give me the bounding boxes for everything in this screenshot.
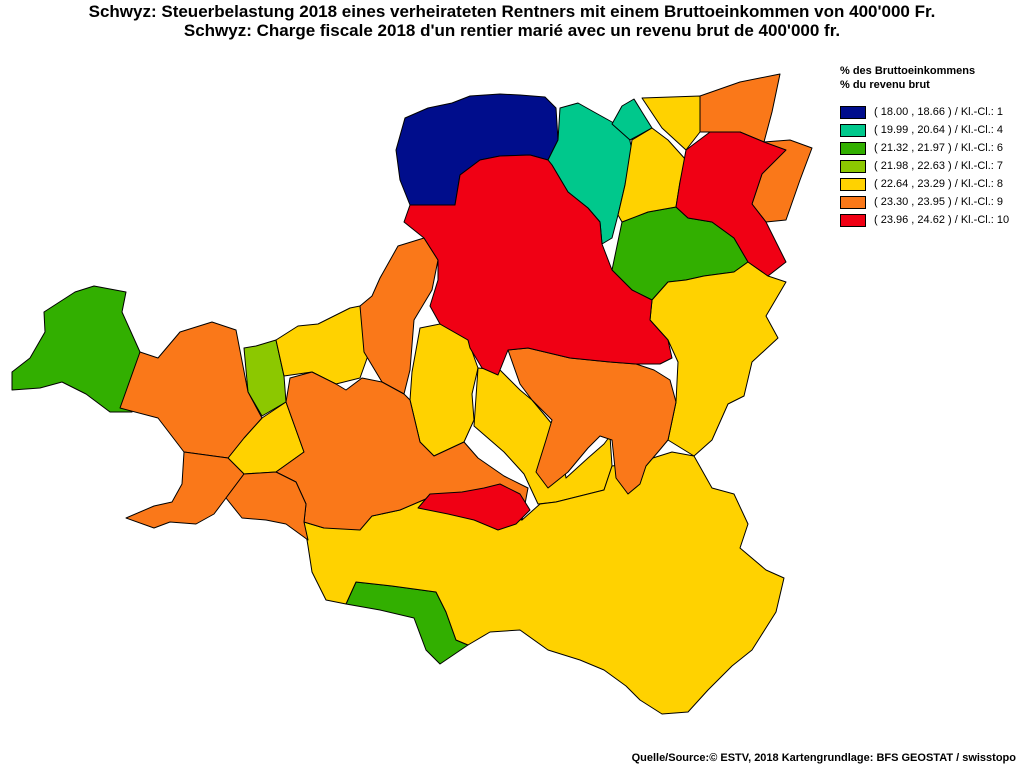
municipality-region [641,95,701,151]
municipality-region [649,261,787,457]
legend-heading-german: % des Bruttoeinkommens [840,65,976,77]
legend-item: ( 22.64 , 23.29 ) / Kl.-Cl.: 8 [840,178,1024,192]
legend-item: ( 21.98 , 22.63 ) / Kl.-Cl.: 7 [840,160,1024,174]
legend-label: ( 22.64 , 23.29 ) / Kl.-Cl.: 8 [874,178,1004,190]
municipality-region [303,451,785,715]
legend-label: ( 23.96 , 24.62 ) / Kl.-Cl.: 10 [874,214,1010,226]
legend-item: ( 21.32 , 21.97 ) / Kl.-Cl.: 6 [840,142,1024,156]
legend-swatch [840,142,866,155]
municipality-region [473,367,613,505]
legend-swatch [840,160,866,173]
municipality-region [119,321,263,459]
legend-label: ( 21.98 , 22.63 ) / Kl.-Cl.: 7 [874,160,1004,172]
municipality-region [417,483,531,531]
source-credit: Quelle/Source:© ESTV, 2018 Kartengrundla… [631,752,1016,764]
map-title-french: Schwyz: Charge fiscale 2018 d'un rentier… [183,21,841,40]
legend-swatch [840,196,866,209]
municipality-region [11,285,141,413]
legend-swatch [840,124,866,137]
legend-heading-french: % du revenu brut [840,79,930,91]
legend-label: ( 21.32 , 21.97 ) / Kl.-Cl.: 6 [874,142,1004,154]
legend-label: ( 23.30 , 23.95 ) / Kl.-Cl.: 9 [874,196,1004,208]
municipality-region [275,305,371,385]
municipality-region [403,154,673,376]
legend-swatch [840,106,866,119]
municipality-region [125,451,245,529]
map-title-german: Schwyz: Steuerbelastung 2018 eines verhe… [88,2,936,21]
legend-item: ( 23.30 , 23.95 ) / Kl.-Cl.: 9 [840,196,1024,210]
legend-item: ( 23.96 , 24.62 ) / Kl.-Cl.: 10 [840,214,1024,228]
legend-swatch [840,178,866,191]
legend-item: ( 18.00 , 18.66 ) / Kl.-Cl.: 1 [840,106,1024,120]
municipality-region [675,131,787,277]
municipality-region [409,323,479,457]
legend-item: ( 19.99 , 20.64 ) / Kl.-Cl.: 4 [840,124,1024,138]
legend-swatch [840,214,866,227]
municipality-region [225,471,309,541]
legend-label: ( 18.00 , 18.66 ) / Kl.-Cl.: 1 [874,106,1004,118]
legend-label: ( 19.99 , 20.64 ) / Kl.-Cl.: 4 [874,124,1004,136]
